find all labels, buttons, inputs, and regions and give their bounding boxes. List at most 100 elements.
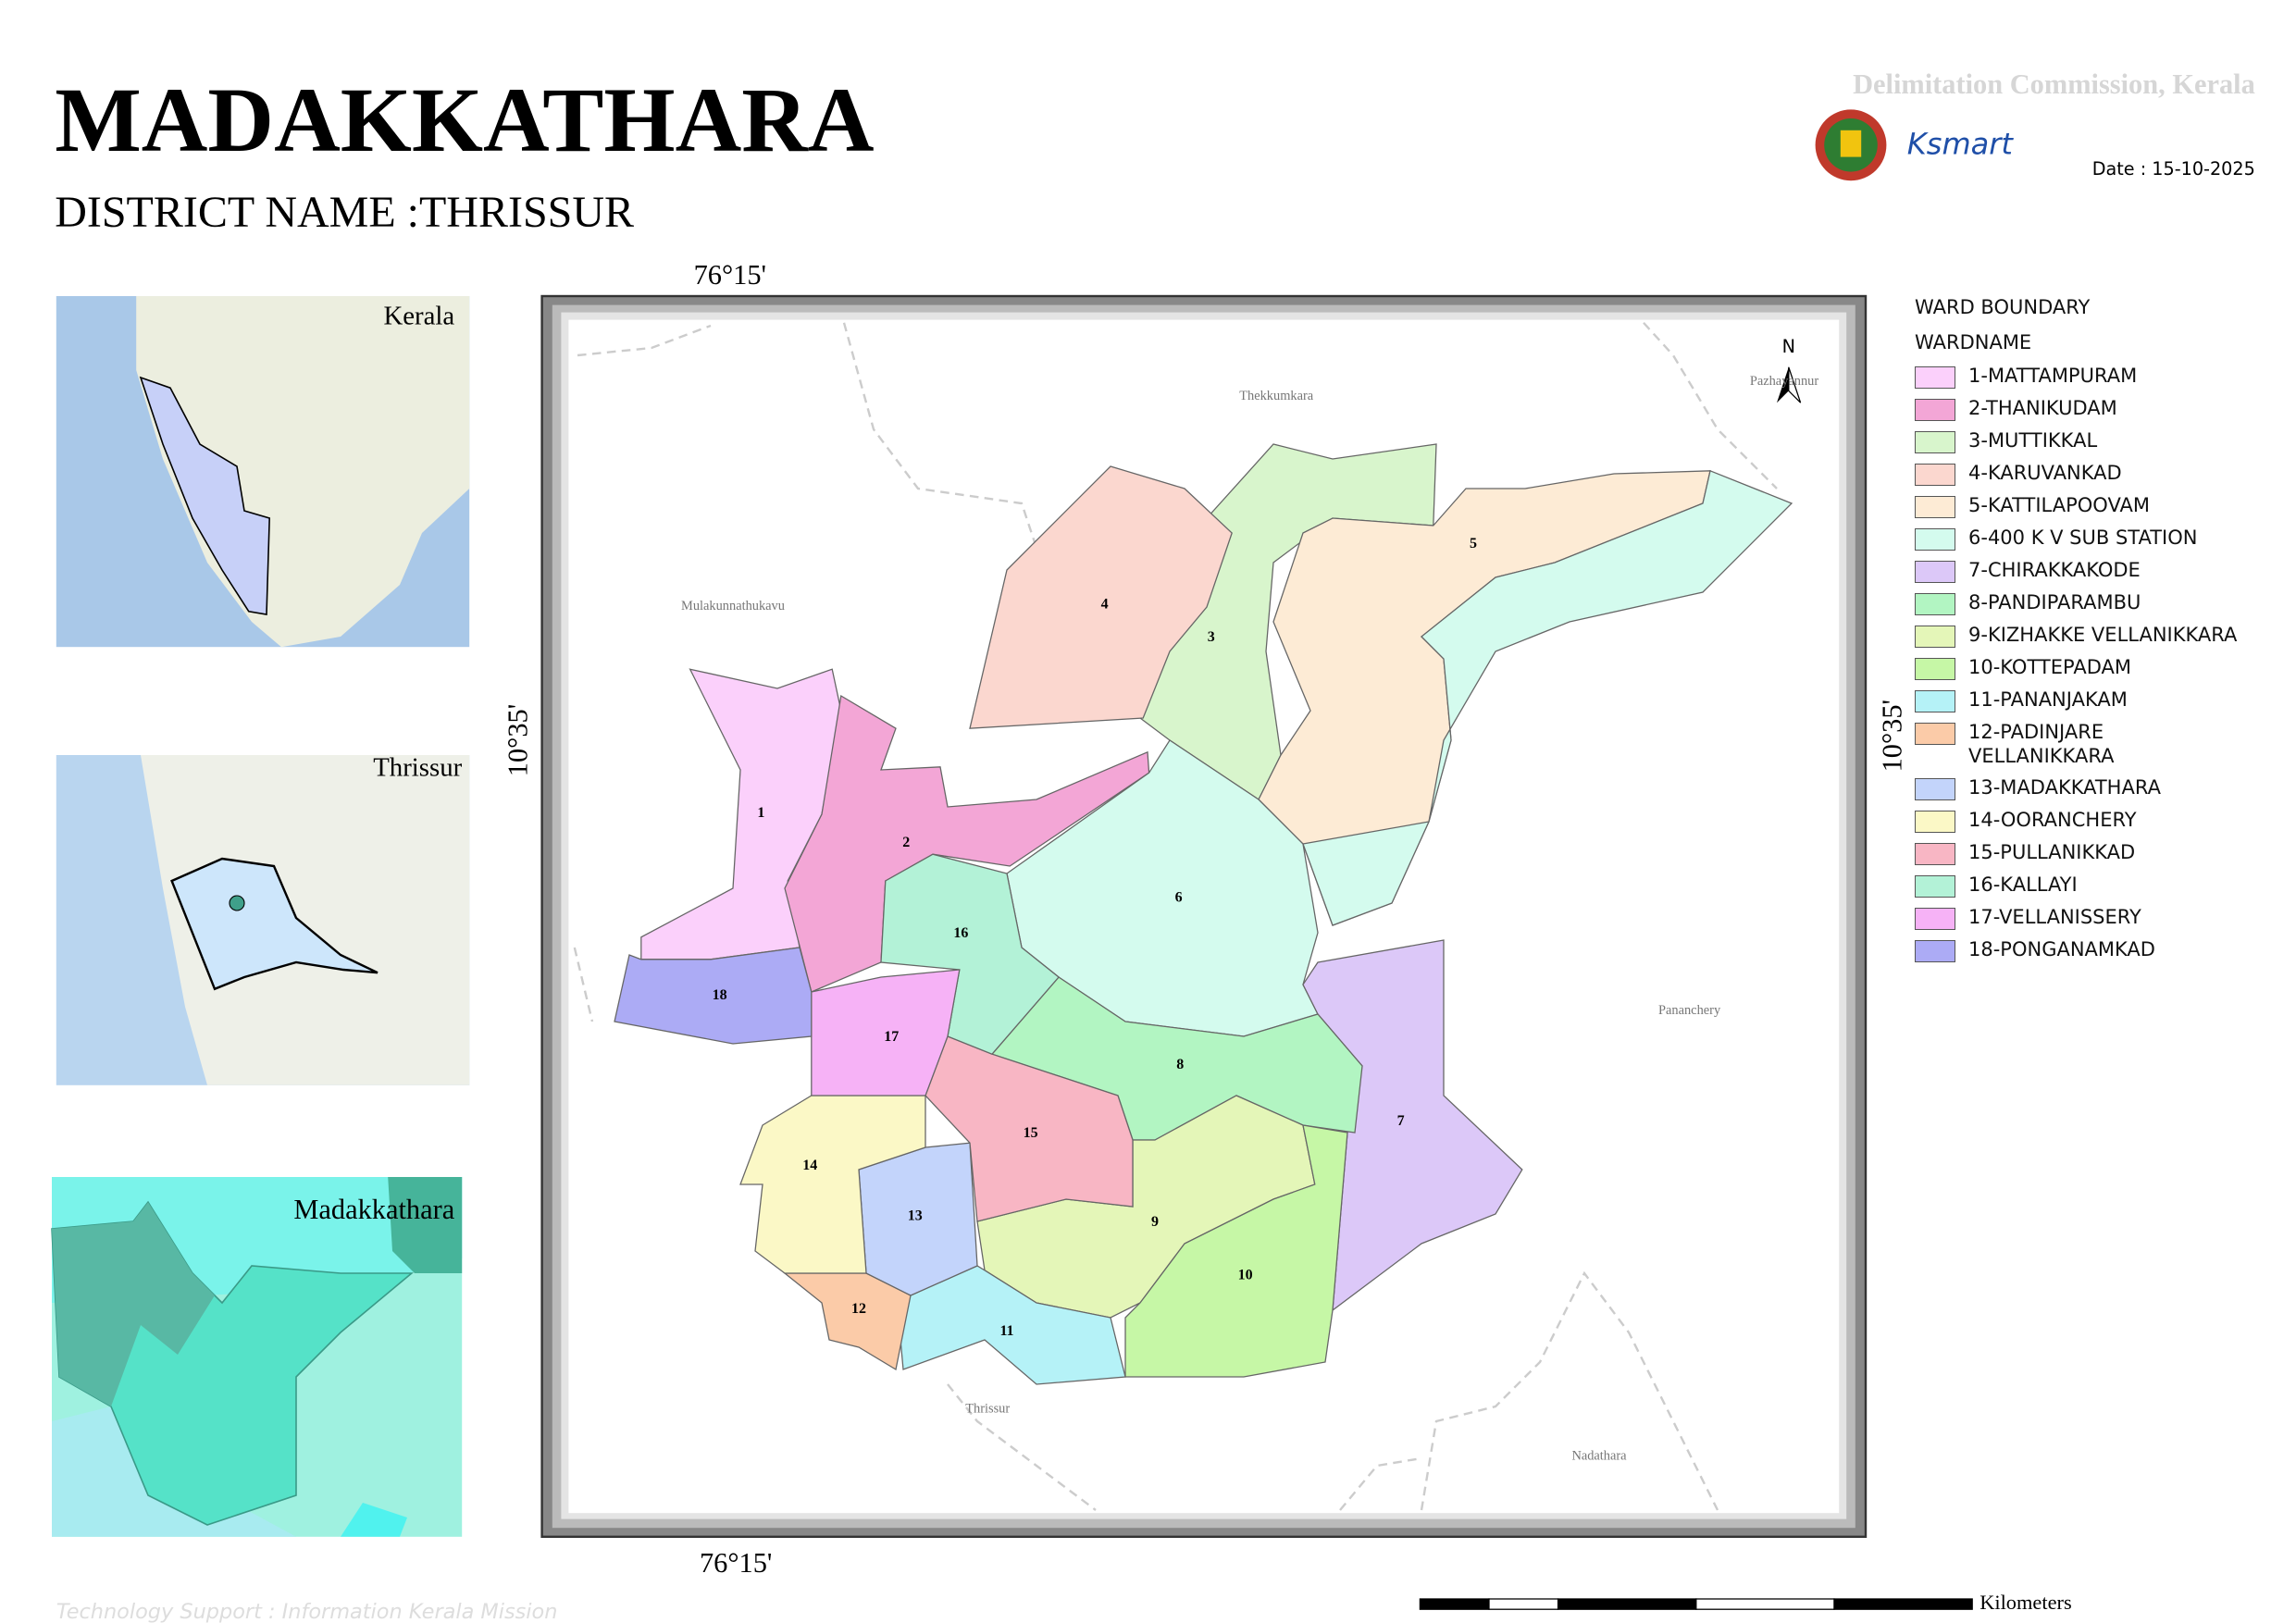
legend-item: 10-KOTTEPADAM (1915, 656, 2266, 680)
footer: Technology Support : Information Kerala … (56, 1600, 558, 1623)
inset-kerala (56, 296, 470, 648)
scale-segment (1833, 1598, 1973, 1610)
legend-item: 17-VELLANISSERY (1915, 906, 2266, 930)
inset-madakkathara (51, 1177, 463, 1537)
legend-label: 4-KARUVANKAD (1968, 462, 2122, 484)
inset-label: Madakkathara (293, 1194, 454, 1225)
ward-number: 7 (1397, 1113, 1405, 1129)
scale-unit: Kilometers (1980, 1591, 2072, 1614)
legend-label: 6-400 K V SUB STATION (1968, 527, 2198, 549)
legend-swatch (1915, 908, 1955, 930)
ward-number: 16 (953, 925, 968, 941)
scale-tick-label: 4 (1967, 1621, 1978, 1623)
ward-number: 13 (908, 1208, 923, 1223)
place-name: Mulakunnathukavu (681, 599, 785, 613)
legend-swatch (1915, 528, 1955, 551)
ksmart-logo: Ksmart (1907, 126, 2015, 161)
legend-swatch (1915, 875, 1955, 898)
legend-item: 11-PANANJAKAM (1915, 688, 2266, 712)
longitude-label: 76°15' (700, 1547, 772, 1579)
legend-swatch (1915, 496, 1955, 518)
district-name: DISTRICT NAME :THRISSUR (55, 188, 634, 237)
scale-tick-label: 0.5 (1477, 1621, 1501, 1623)
legend-swatch (1915, 811, 1955, 833)
ward-boundary (969, 465, 1233, 729)
scale-tick-label: 0 (1415, 1621, 1424, 1623)
legend-swatch (1915, 690, 1955, 712)
scale-segment (1557, 1598, 1697, 1610)
scale-segment (1488, 1598, 1559, 1610)
legend-item: 4-KARUVANKAD (1915, 462, 2266, 486)
ward-number: 9 (1151, 1214, 1159, 1230)
legend-item: 9-KIZHAKKE VELLANIKKARA (1915, 624, 2266, 648)
legend-swatch (1915, 658, 1955, 680)
inset-thrissur (56, 755, 470, 1085)
legend-label: 7-CHIRAKKAKODE (1968, 559, 2141, 581)
legend-swatch (1915, 778, 1955, 800)
legend-item: 8-PANDIPARAMBU (1915, 591, 2266, 615)
ward-number: 11 (999, 1323, 1013, 1339)
legend-item: 5-KATTILAPOOVAM (1915, 494, 2266, 518)
ward-number: 6 (1175, 889, 1183, 905)
legend-item: 18-PONGANAMKAD (1915, 938, 2266, 962)
north-label: N (1782, 336, 1795, 357)
ward-number: 18 (713, 987, 727, 1003)
legend-swatch (1915, 561, 1955, 583)
scale-tick-label: 1 (1553, 1621, 1562, 1623)
place-name: Thekkumkara (1239, 389, 1314, 403)
ward-number: 3 (1208, 629, 1215, 645)
ward-boundary (1302, 939, 1523, 1312)
date: Date : 15-10-2025 (2092, 158, 2255, 180)
organization: Delimitation Commission, Kerala (1853, 68, 2255, 100)
ward-number: 10 (1238, 1267, 1253, 1282)
legend-swatch (1915, 431, 1955, 453)
ward-boundary (614, 947, 813, 1045)
legend-swatch (1915, 593, 1955, 615)
legend-label: 13-MADAKKATHARA (1968, 776, 2161, 799)
legend-label: 11-PANANJAKAM (1968, 688, 2128, 711)
legend-item: 15-PULLANIKKAD (1915, 841, 2266, 865)
north-arrow (1777, 366, 1802, 403)
legend-swatch (1915, 940, 1955, 962)
legend-swatch (1915, 723, 1955, 745)
emblem (1815, 109, 1887, 181)
legend-item: 1-MATTAMPURAM (1915, 365, 2266, 389)
legend-label: 5-KATTILAPOOVAM (1968, 494, 2150, 516)
ward-boundary (739, 1095, 926, 1274)
legend-item: 14-OORANCHERY (1915, 809, 2266, 833)
legend-item: 16-KALLAYI (1915, 873, 2266, 898)
legend-label: 10-KOTTEPADAM (1968, 656, 2131, 678)
legend-item: 3-MUTTIKKAL (1915, 429, 2266, 453)
inset-label: Kerala (383, 301, 454, 330)
ward-boundary (1124, 1124, 1348, 1378)
latitude-label: 10°35' (1876, 700, 1907, 772)
legend-item: 12-PADINJARE VELLANIKKARA (1915, 721, 2266, 768)
legend-swatch (1915, 626, 1955, 648)
ward-number: 14 (802, 1158, 817, 1173)
legend-label: 16-KALLAYI (1968, 873, 2078, 896)
legend-subtitle: WARDNAME (1915, 331, 2032, 353)
title: MADAKKATHARA (55, 70, 874, 171)
ward-number: 5 (1470, 536, 1477, 551)
legend-label: 14-OORANCHERY (1968, 809, 2137, 831)
longitude-label: 76°15' (694, 259, 766, 291)
ward-boundary (880, 853, 1060, 1055)
legend-swatch (1915, 843, 1955, 865)
latitude-label: 10°35' (503, 704, 534, 776)
place-name: Nadathara (1571, 1449, 1627, 1464)
legend-label: 3-MUTTIKKAL (1968, 429, 2098, 452)
ward-number: 2 (902, 835, 910, 850)
place-name: Pazhayannur (1750, 374, 1819, 389)
scale-segment (1419, 1598, 1490, 1610)
legend-label: 18-PONGANAMKAD (1968, 938, 2155, 960)
ward-boundary (811, 969, 961, 1096)
legend-swatch (1915, 366, 1955, 389)
legend-label: 1-MATTAMPURAM (1968, 365, 2138, 387)
legend-item: 13-MADAKKATHARA (1915, 776, 2266, 800)
ward-number: 17 (884, 1029, 899, 1045)
legend: WARD BOUNDARY WARDNAME 1-MATTAMPURAM 2-TH… (1915, 296, 2266, 973)
ward-boundary (784, 694, 1150, 993)
legend-swatch (1915, 399, 1955, 421)
